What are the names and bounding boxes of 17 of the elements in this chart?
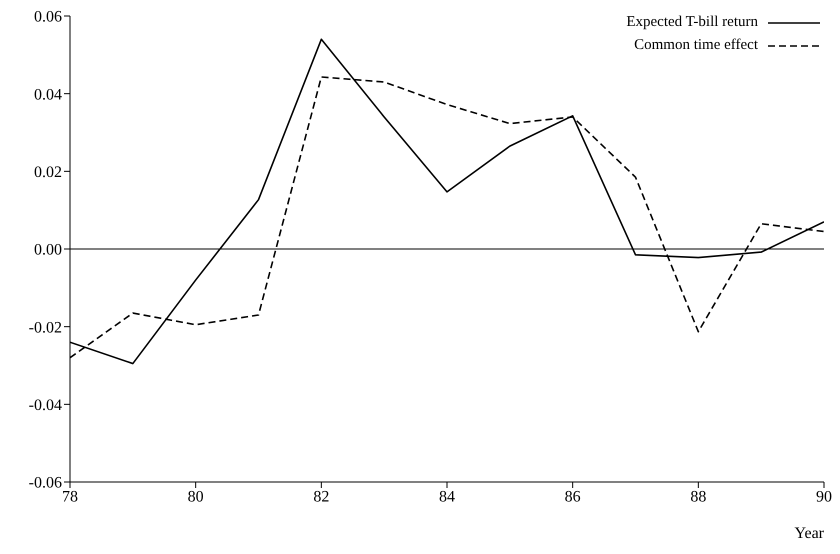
x-tick-label: 86 — [564, 488, 581, 506]
x-axis-title: Year — [794, 525, 825, 542]
x-tick-label: 90 — [816, 488, 832, 506]
y-tick-label: -0.02 — [28, 319, 62, 336]
x-tick-label: 78 — [62, 488, 78, 506]
x-tick-label: 84 — [439, 488, 455, 506]
y-tick-label: 0.04 — [34, 86, 62, 104]
x-tick-label: 80 — [188, 488, 204, 506]
x-tick-label: 88 — [690, 488, 706, 506]
y-tick-label: -0.04 — [28, 397, 62, 414]
legend-label: Expected T-bill return — [626, 14, 758, 31]
y-tick-label: 0.02 — [34, 164, 62, 182]
y-tick-label: 0.00 — [34, 242, 62, 259]
legend-label: Common time effect — [634, 37, 758, 54]
x-tick-label: 82 — [313, 488, 330, 506]
y-tick-label: 0.06 — [34, 8, 62, 26]
y-tick-label: -0.06 — [28, 474, 62, 492]
